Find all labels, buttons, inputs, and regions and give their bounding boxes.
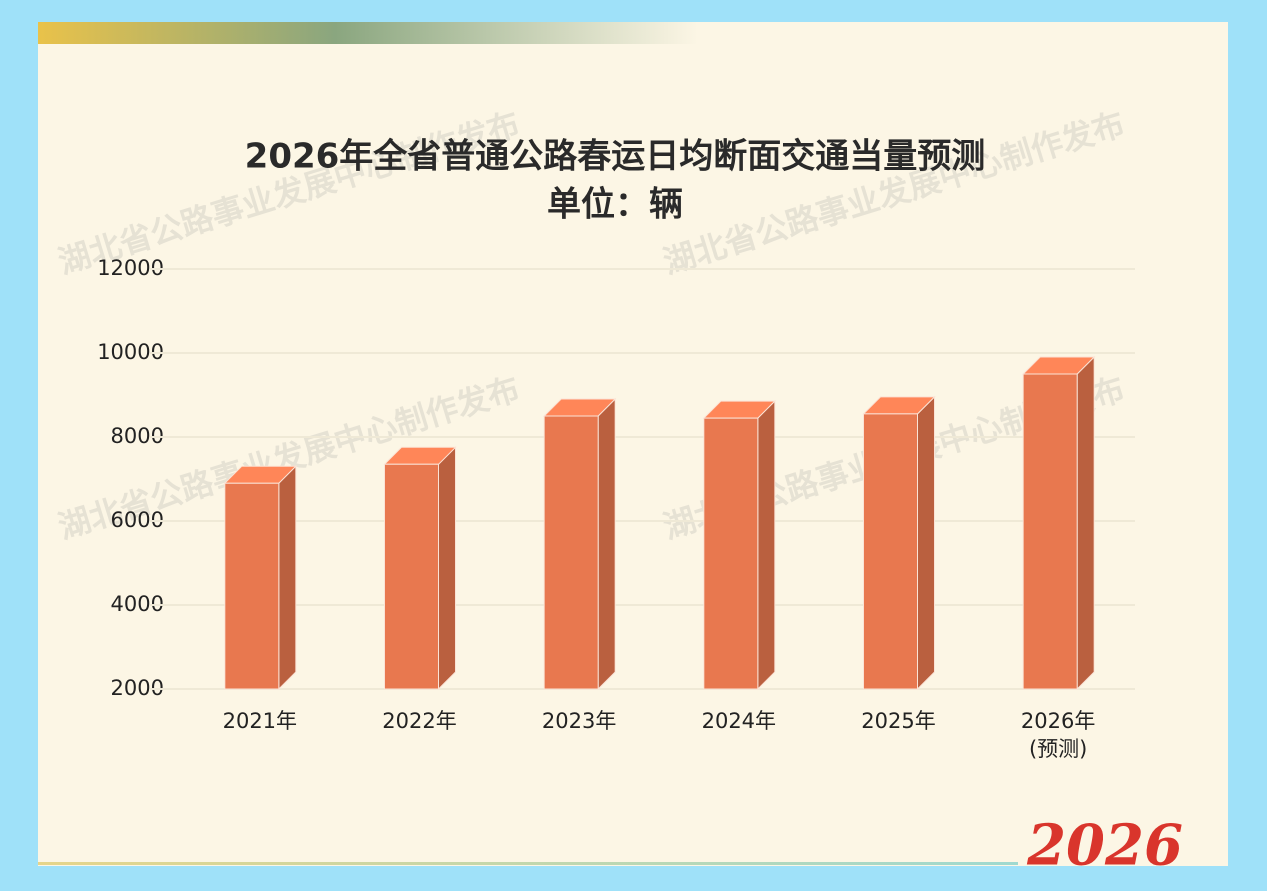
badge: 2026 — [1026, 813, 1183, 879]
bar — [542, 397, 617, 691]
x-tick-label: 2025年 — [861, 709, 936, 733]
x-tick-label: 2022年 — [382, 709, 457, 733]
chart-subtitle: 单位：辆 — [547, 185, 683, 225]
bar-side — [757, 399, 776, 691]
x-tick-label: 2023年 — [541, 709, 617, 733]
bar-front — [384, 463, 439, 690]
bar — [223, 464, 298, 691]
watermark: 湖北省公路事业发展中心制作发布 — [659, 105, 1129, 282]
bar-side — [597, 397, 616, 691]
bar-front — [703, 417, 759, 690]
bar — [862, 395, 936, 691]
bottom-line — [38, 862, 1018, 865]
x-tick-label: 2026年 (预测) — [1020, 709, 1096, 761]
bar — [1021, 355, 1096, 691]
top-strip — [38, 22, 698, 44]
bar-side — [917, 395, 935, 691]
watermark: 湖北省公路事业发展中心制作发布 — [54, 105, 524, 282]
chart-title: 2026年全省普通公路春运日均断面交通当量预测 — [245, 137, 986, 177]
bar-front — [543, 415, 599, 690]
x-tick-label: 2024年 — [701, 709, 777, 733]
bar-side — [278, 464, 297, 691]
x-tick-label: 2021年 — [222, 709, 298, 733]
bar-front — [863, 413, 918, 690]
bar — [702, 399, 777, 691]
bar-front — [224, 482, 280, 690]
bar — [383, 446, 457, 691]
bar-side — [438, 446, 456, 691]
bar-front — [1022, 373, 1078, 690]
bar-side — [1076, 355, 1095, 691]
